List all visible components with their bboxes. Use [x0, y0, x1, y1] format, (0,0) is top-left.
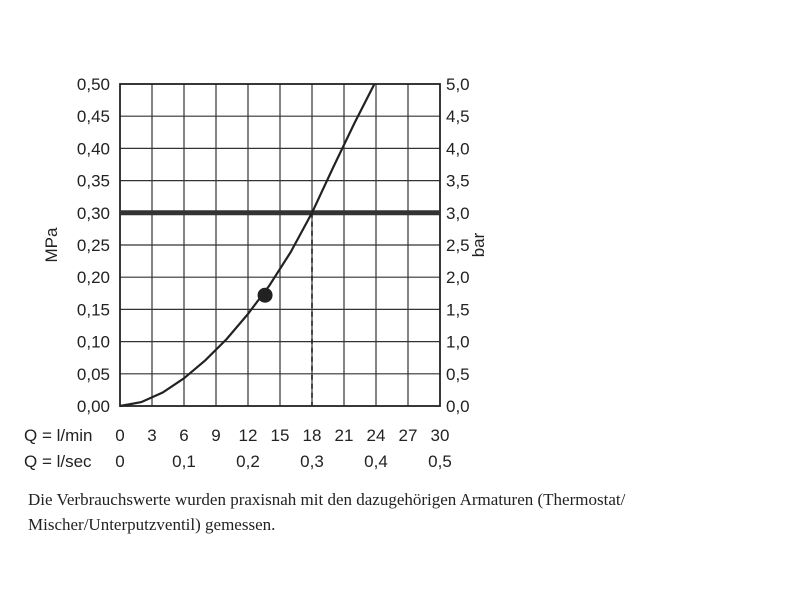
- caption-text: Die Verbrauchswerte wurden praxisnah mit…: [28, 490, 626, 534]
- x-tick-label-lmin: 6: [179, 426, 188, 445]
- x-tick-label-lmin: 12: [239, 426, 258, 445]
- x-tick-label-lsec: 0,5: [428, 452, 452, 471]
- x-tick-label-lsec: 0,4: [364, 452, 388, 471]
- y-tick-label-right: 4,0: [446, 139, 470, 158]
- y-tick-label-left: 0,05: [77, 365, 110, 384]
- grid: [120, 84, 440, 406]
- x-tick-label-lsec: 0: [115, 452, 124, 471]
- y-tick-label-right: 4,5: [446, 107, 470, 126]
- pressure-flow-chart: 0,000,050,100,150,200,250,300,350,400,45…: [24, 75, 488, 471]
- y-tick-label-right: 0,0: [446, 397, 470, 416]
- pressure-flow-curve: [119, 83, 376, 408]
- y-axis-label-left: MPa: [42, 227, 61, 263]
- x-tick-label-lmin: 18: [303, 426, 322, 445]
- y-tick-label-left: 0,40: [77, 139, 110, 158]
- x-axis-label-lmin: Q = l/min: [24, 426, 93, 445]
- y-tick-label-right: 3,5: [446, 172, 470, 191]
- x-axis-label-lsec: Q = l/sec: [24, 452, 92, 471]
- x-tick-label-lmin: 0: [115, 426, 124, 445]
- y-axis-label-right: bar: [469, 232, 488, 257]
- x-tick-label-lmin: 24: [367, 426, 386, 445]
- y-tick-label-right: 5,0: [446, 75, 470, 94]
- y-tick-label-left: 0,50: [77, 75, 110, 94]
- x-tick-label-lmin: 30: [431, 426, 450, 445]
- y-tick-label-left: 0,35: [77, 172, 110, 191]
- curve-marker-point: [257, 287, 273, 303]
- y-tick-label-left: 0,00: [77, 397, 110, 416]
- plot-frame: [119, 83, 441, 407]
- y-tick-label-left: 0,30: [77, 204, 110, 223]
- x-tick-label-lmin: 27: [399, 426, 418, 445]
- x-tick-label-lmin: 3: [147, 426, 156, 445]
- y-tick-label-right: 1,0: [446, 333, 470, 352]
- y-tick-label-right: 2,5: [446, 236, 470, 255]
- x-tick-label-lsec: 0,2: [236, 452, 260, 471]
- y-tick-label-left: 0,25: [77, 236, 110, 255]
- x-tick-label-lsec: 0,3: [300, 452, 324, 471]
- y-tick-label-left: 0,20: [77, 268, 110, 287]
- x-tick-label-lmin: 9: [211, 426, 220, 445]
- y-tick-label-left: 0,15: [77, 300, 110, 319]
- y-tick-label-right: 1,5: [446, 300, 470, 319]
- y-tick-label-left: 0,45: [77, 107, 110, 126]
- x-tick-label-lmin: 15: [271, 426, 290, 445]
- y-tick-label-right: 2,0: [446, 268, 470, 287]
- y-tick-label-left: 0,10: [77, 333, 110, 352]
- y-tick-label-right: 3,0: [446, 204, 470, 223]
- x-tick-label-lsec: 0,1: [172, 452, 196, 471]
- x-tick-label-lmin: 21: [335, 426, 354, 445]
- y-tick-label-right: 0,5: [446, 365, 470, 384]
